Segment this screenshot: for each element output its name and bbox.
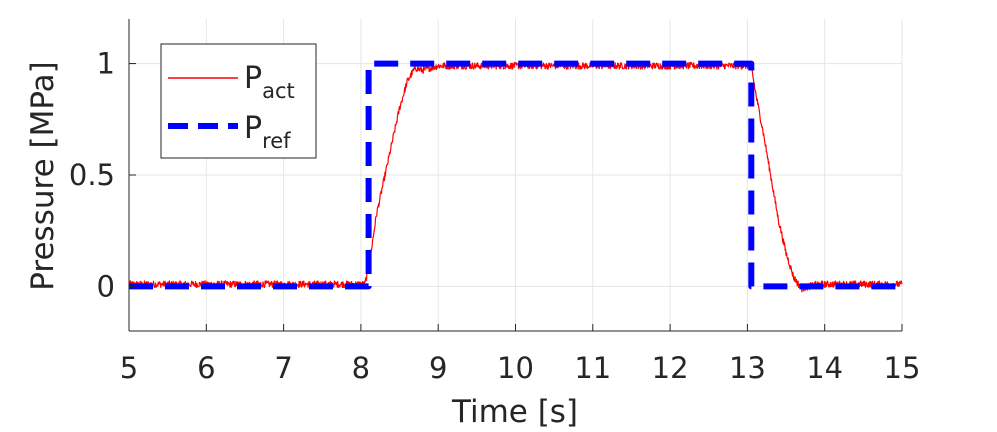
legend-box	[160, 43, 317, 159]
legend-label-ref-main: P	[244, 111, 262, 146]
x-tick-label: 9	[429, 351, 447, 385]
x-tick-label: 8	[352, 351, 370, 385]
x-tick-label: 10	[497, 351, 534, 385]
x-tick-label: 14	[806, 351, 843, 385]
x-tick-label: 5	[120, 351, 138, 385]
tick-labels: 5 6 7 8 9 10 11 12 13 14 15 0 0.5 1	[69, 47, 921, 385]
y-tick-label: 0.5	[69, 158, 115, 192]
legend-label-ref-sub: ref	[262, 129, 291, 153]
x-axis-label: Time [s]	[451, 394, 578, 430]
y-axis-label: Pressure [MPa]	[25, 61, 61, 290]
x-tick-label: 12	[652, 351, 689, 385]
x-tick-label: 7	[274, 351, 292, 385]
axes	[128, 19, 903, 332]
series-layer	[128, 60, 903, 293]
legend-label-act-sub: act	[262, 79, 295, 103]
x-tick-label: 15	[884, 351, 921, 385]
series-line-act	[128, 61, 903, 293]
legend-label-ref: Pref	[244, 111, 291, 153]
legend-label-act-main: P	[244, 61, 262, 96]
y-tick-label: 0	[97, 269, 115, 303]
series-line-ref	[129, 60, 902, 290]
y-tick-label: 1	[97, 47, 115, 81]
x-tick-label: 11	[574, 351, 611, 385]
legend: Pact Pref	[160, 43, 317, 159]
x-tick-label: 13	[729, 351, 766, 385]
x-tick-label: 6	[197, 351, 215, 385]
legend-label-act: Pact	[244, 61, 295, 103]
